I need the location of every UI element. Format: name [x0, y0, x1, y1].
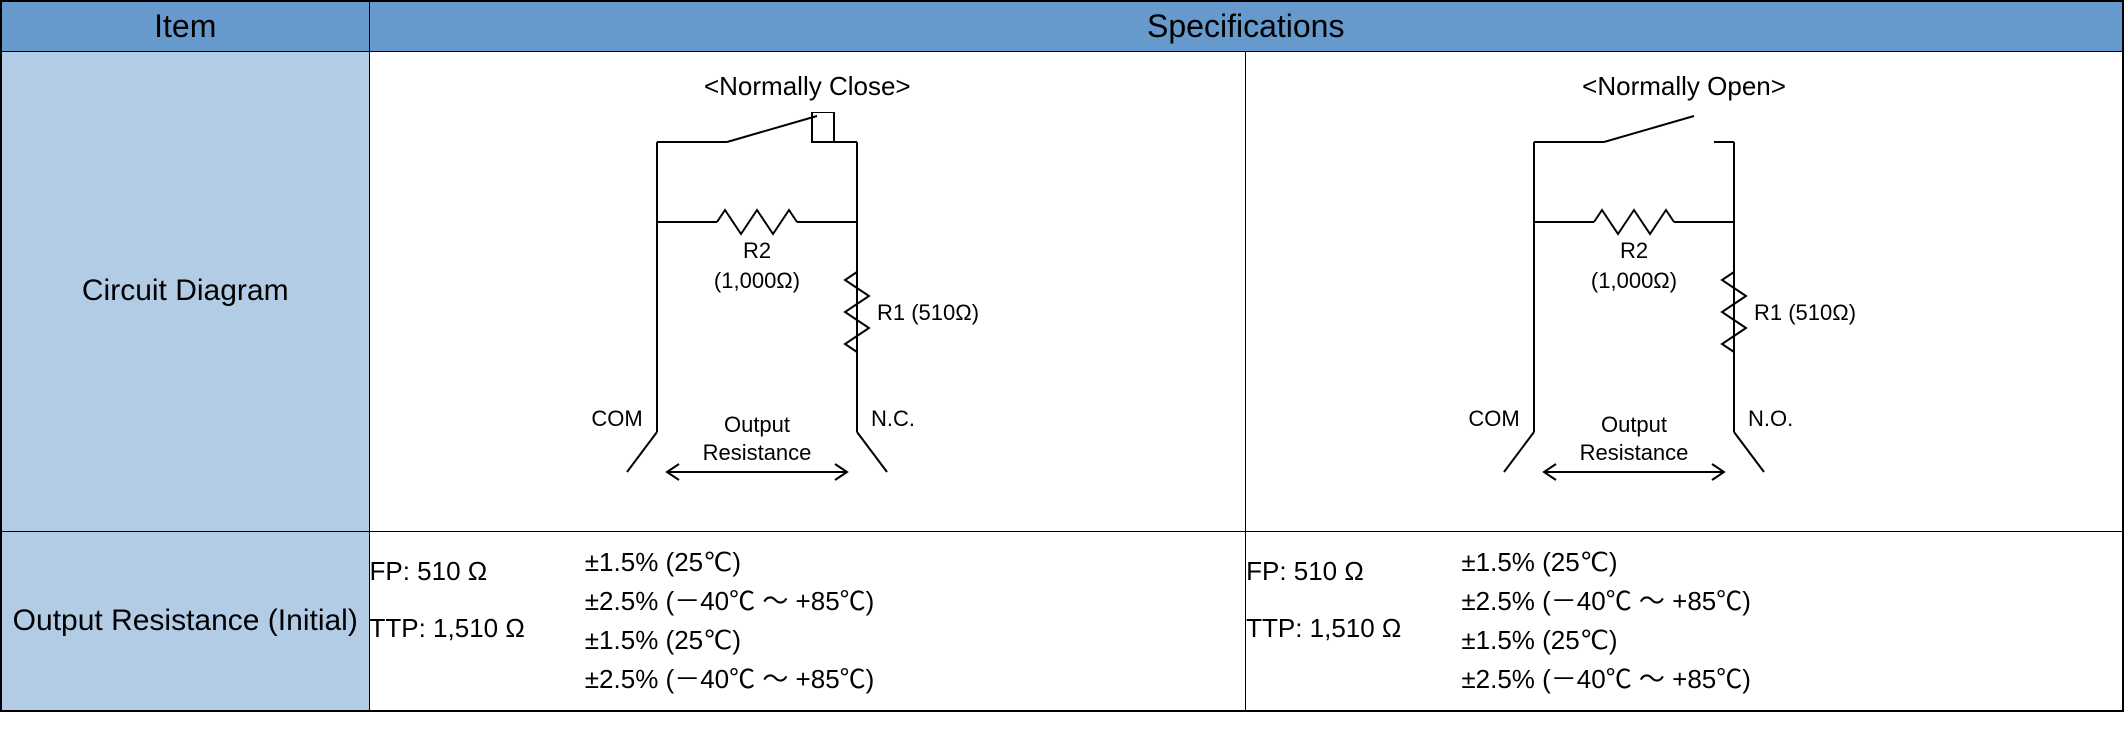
r2-value-nc: (1,000Ω) — [714, 268, 800, 293]
header-row: Item Specifications — [1, 1, 2123, 51]
no-tol4: ±2.5% (－40℃ ～ +85℃) — [1461, 660, 1751, 699]
nc-ttp: TTP: 1,510 Ω — [370, 600, 525, 657]
output-label1-nc: Output — [724, 412, 790, 437]
nc-tol2: ±2.5% (－40℃ ～ +85℃) — [585, 582, 875, 621]
nc-tol1: ±1.5% (25℃) — [585, 543, 875, 582]
nc-tol3: ±1.5% (25℃) — [585, 621, 875, 660]
no-tol1: ±1.5% (25℃) — [1461, 543, 1751, 582]
circuit-diagram-row: Circuit Diagram <Normally Close> — [1, 51, 2123, 531]
output-cell-no: FP: 510 Ω TTP: 1,510 Ω ±1.5% (25℃) ±2.5%… — [1246, 531, 2123, 711]
r2-label-nc: R2 — [743, 238, 771, 263]
r1-label-no: R1 (510Ω) — [1754, 300, 1856, 325]
com-label-no: COM — [1468, 406, 1519, 431]
output-cell-nc: FP: 510 Ω TTP: 1,510 Ω ±1.5% (25℃) ±2.5%… — [369, 531, 1246, 711]
circuit-svg-nc: R2 (1,000Ω) R1 (510Ω) COM Output Resista… — [527, 112, 1087, 512]
header-specifications: Specifications — [369, 1, 2123, 51]
nc-tol4: ±2.5% (－40℃ ～ +85℃) — [585, 660, 875, 699]
specifications-table: Item Specifications Circuit Diagram <Nor… — [0, 0, 2124, 712]
output-label1-no: Output — [1601, 412, 1667, 437]
diagram-title-no: <Normally Open> — [1246, 71, 2122, 102]
diagram-title-nc: <Normally Close> — [370, 71, 1246, 102]
circuit-cell-no: <Normally Open> — [1246, 51, 2123, 531]
circuit-cell-nc: <Normally Close> — [369, 51, 1246, 531]
header-item: Item — [1, 1, 369, 51]
r1-label-nc: R1 (510Ω) — [877, 300, 979, 325]
row-label-circuit: Circuit Diagram — [1, 51, 369, 531]
row-label-output: Output Resistance (Initial) — [1, 531, 369, 711]
com-label-nc2: COM — [592, 406, 643, 431]
r2-label-no: R2 — [1620, 238, 1648, 263]
terminal-label-nc: N.C. — [871, 406, 915, 431]
output-label2-no: Resistance — [1580, 440, 1689, 465]
no-ttp: TTP: 1,510 Ω — [1246, 600, 1401, 657]
nc-fp: FP: 510 Ω — [370, 543, 525, 600]
circuit-svg-no: R2 (1,000Ω) R1 (510Ω) COM Output Resista… — [1404, 112, 1964, 512]
r2-value-no: (1,000Ω) — [1591, 268, 1677, 293]
no-fp: FP: 510 Ω — [1246, 543, 1401, 600]
terminal-label-no: N.O. — [1748, 406, 1793, 431]
no-tol3: ±1.5% (25℃) — [1461, 621, 1751, 660]
no-tol2: ±2.5% (－40℃ ～ +85℃) — [1461, 582, 1751, 621]
output-label2-nc: Resistance — [703, 440, 812, 465]
output-resistance-row: Output Resistance (Initial) FP: 510 Ω TT… — [1, 531, 2123, 711]
